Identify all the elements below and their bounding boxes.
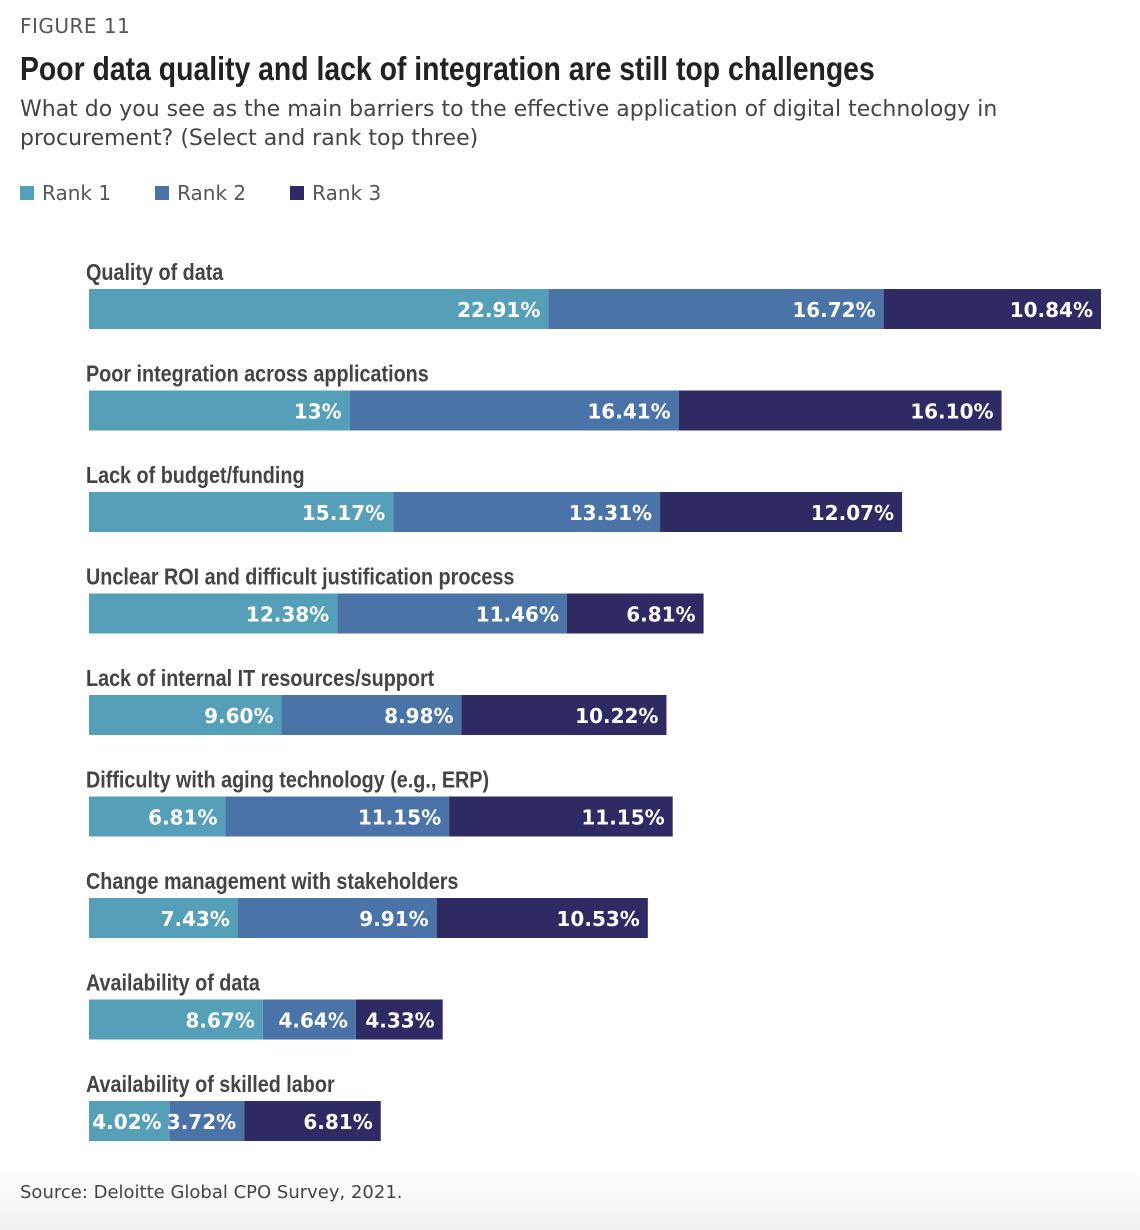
value-label-5-rank-1: 9.60% xyxy=(204,704,273,728)
category-label-1: Quality of data xyxy=(86,260,224,286)
value-label-8-rank-1: 8.67% xyxy=(185,1009,254,1033)
value-label-1-rank-1: 22.91% xyxy=(457,298,540,322)
bar-segment-9-rank-3 xyxy=(244,1101,381,1141)
bar-segment-3-rank-3 xyxy=(660,492,903,532)
bar-segment-2-rank-1 xyxy=(89,390,350,431)
value-label-5-rank-2: 8.98% xyxy=(384,704,453,728)
category-label-6: Difficulty with aging technology (e.g., … xyxy=(86,767,489,793)
figure-label: FIGURE 11 xyxy=(20,14,131,38)
value-label-2-rank-2: 16.41% xyxy=(587,400,670,424)
category-label-4: Unclear ROI and difficult justification … xyxy=(86,564,514,590)
legend: Rank 1 Rank 2 Rank 3 xyxy=(20,181,381,205)
bar-segment-1-rank-2 xyxy=(548,289,884,329)
bar-segment-4-rank-3 xyxy=(567,593,704,634)
legend-label-rank-1: Rank 1 xyxy=(42,181,112,205)
category-label-2: Poor integration across applications xyxy=(86,361,429,387)
value-label-1-rank-2: 16.72% xyxy=(792,298,875,322)
bar-segment-5-rank-3 xyxy=(461,695,667,735)
bar-segment-6-rank-2 xyxy=(225,796,450,837)
bar-segment-4-rank-1 xyxy=(89,593,338,634)
bar-segment-2-rank-2 xyxy=(349,390,679,431)
value-label-6-rank-3: 11.15% xyxy=(581,806,664,830)
value-label-9-rank-1: 4.02% xyxy=(92,1110,161,1134)
value-label-8-rank-2: 4.64% xyxy=(278,1009,347,1033)
legend-item-rank-3: Rank 3 xyxy=(290,181,381,205)
value-label-4-rank-3: 6.81% xyxy=(626,603,695,627)
bar-segment-1-rank-3 xyxy=(883,289,1101,329)
bar-segment-7-rank-3 xyxy=(436,898,648,938)
bar-segment-8-rank-1 xyxy=(89,999,263,1040)
bar-segment-8-rank-3 xyxy=(355,999,443,1040)
category-label-9: Availability of skilled labor xyxy=(86,1072,335,1098)
bar-segment-5-rank-1 xyxy=(89,695,282,735)
source-note: Source: Deloitte Global CPO Survey, 2021… xyxy=(20,1182,403,1203)
footer-fade xyxy=(0,1170,1140,1230)
legend-label-rank-2: Rank 2 xyxy=(177,181,247,205)
value-label-1-rank-3: 10.84% xyxy=(1010,298,1093,322)
value-label-7-rank-2: 9.91% xyxy=(359,907,428,931)
category-label-7: Change management with stakeholders xyxy=(86,869,458,895)
bar-segment-3-rank-1 xyxy=(89,492,394,532)
value-label-3-rank-3: 12.07% xyxy=(811,501,894,525)
category-label-8: Availability of data xyxy=(86,970,261,996)
value-label-5-rank-3: 10.22% xyxy=(575,704,658,728)
legend-item-rank-1: Rank 1 xyxy=(20,181,111,205)
bar-segment-8-rank-2 xyxy=(262,999,356,1040)
category-label-5: Lack of internal IT resources/support xyxy=(86,666,434,692)
legend-swatch-rank-3 xyxy=(290,186,305,200)
value-label-6-rank-2: 11.15% xyxy=(358,806,441,830)
bar-segment-1-rank-1 xyxy=(89,289,549,329)
chart-title: Poor data quality and lack of integratio… xyxy=(20,50,875,87)
bar-segment-2-rank-3 xyxy=(678,390,1002,431)
value-label-4-rank-1: 12.38% xyxy=(246,603,329,627)
value-label-7-rank-1: 7.43% xyxy=(161,907,230,931)
category-label-3: Lack of budget/funding xyxy=(86,463,305,489)
value-label-3-rank-1: 15.17% xyxy=(302,501,385,525)
legend-item-rank-2: Rank 2 xyxy=(155,181,246,205)
value-label-7-rank-3: 10.53% xyxy=(557,907,640,931)
bar-segment-7-rank-2 xyxy=(237,898,437,938)
value-label-3-rank-2: 13.31% xyxy=(569,501,652,525)
legend-swatch-rank-2 xyxy=(155,186,170,200)
chart-subtitle: What do you see as the main barriers to … xyxy=(20,97,998,151)
value-label-2-rank-3: 16.10% xyxy=(910,400,993,424)
value-label-9-rank-3: 6.81% xyxy=(303,1110,372,1134)
bar-segment-3-rank-2 xyxy=(393,492,661,532)
bar-segment-9-rank-1 xyxy=(89,1101,170,1141)
bar-segment-6-rank-3 xyxy=(449,796,673,837)
value-label-6-rank-1: 6.81% xyxy=(148,806,217,830)
value-label-9-rank-2: 3.72% xyxy=(167,1110,236,1134)
bar-segment-7-rank-1 xyxy=(89,898,238,938)
value-label-8-rank-3: 4.33% xyxy=(365,1009,434,1033)
value-label-4-rank-2: 11.46% xyxy=(476,603,559,627)
legend-label-rank-3: Rank 3 xyxy=(312,181,382,205)
bar-segment-9-rank-2 xyxy=(169,1101,245,1141)
value-label-2-rank-1: 13% xyxy=(294,400,342,424)
bar-segment-4-rank-2 xyxy=(337,593,568,634)
bar-segment-5-rank-2 xyxy=(281,695,462,735)
legend-swatch-rank-1 xyxy=(20,186,34,200)
bar-segment-6-rank-1 xyxy=(89,796,226,837)
